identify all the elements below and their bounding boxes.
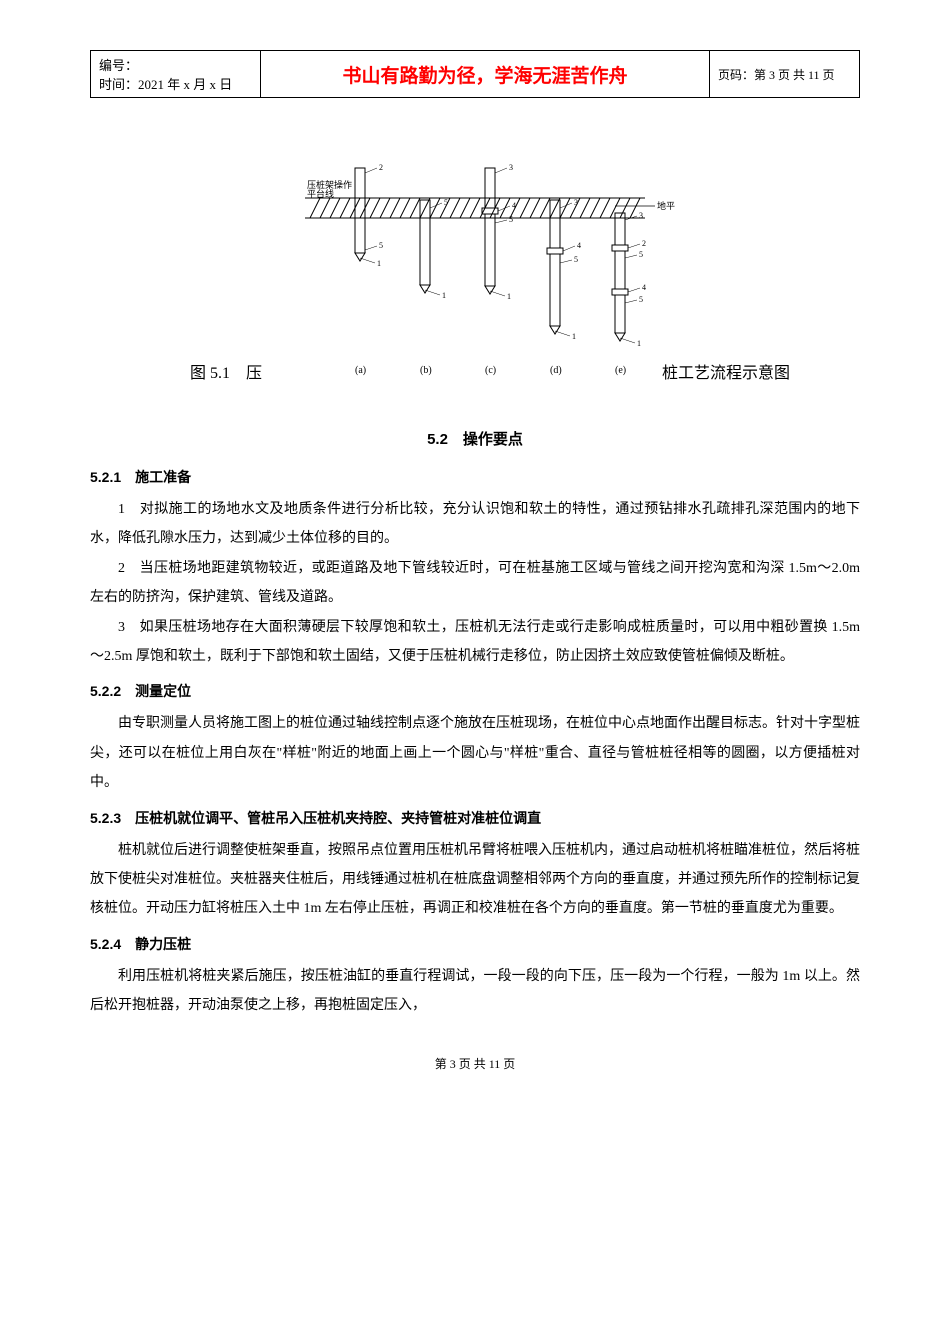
pile-c: 3 4 5 1 [482,163,516,301]
section-5-2-2-title: 5.2.2 测量定位 [90,681,860,701]
para-5-2-1-2: 2 当压桩场地距建筑物较近，或距道路及地下管线较近时，可在桩基施工区域与管线之间… [90,554,860,613]
svg-text:1: 1 [507,292,511,301]
svg-text:1: 1 [442,291,446,300]
para-5-2-4-1: 利用压桩机将桩夹紧后施压，按压桩油缸的垂直行程调试，一段一段的向下压，压一段为一… [90,962,860,1021]
sublabel-a: (a) [355,365,366,376]
platform-label-2: 平台线 [307,188,334,199]
section-5-2-3-title: 5.2.3 压桩机就位调平、管桩吊入压桩机夹持腔、夹持管桩对准桩位调直 [90,808,860,828]
header-left-cell: 编号： 时间：2021 年 x 月 x 日 [91,51,261,98]
svg-text:1: 1 [572,332,576,341]
svg-text:1: 1 [377,259,381,268]
svg-text:4: 4 [642,283,646,292]
svg-text:4: 4 [577,241,581,250]
sublabel-c: (c) [485,365,496,376]
svg-text:2: 2 [379,163,383,172]
svg-text:5: 5 [639,250,643,259]
header-id-label: 编号： [99,55,252,74]
figure-caption-prefix: 图 5.1 压 [190,359,262,383]
svg-text:4: 4 [512,201,516,210]
header-date-label: 时间：2021 年 x 月 x 日 [99,74,252,93]
pile-b: 5 1 [420,198,448,300]
svg-text:1: 1 [637,339,641,348]
pile-e: 3 2 5 4 5 1 [612,211,646,348]
svg-text:5: 5 [574,255,578,264]
page-header: 编号： 时间：2021 年 x 月 x 日 书山有路勤为径，学海无涯苦作舟 页码… [90,50,860,98]
para-5-2-1-3: 3 如果压桩场地存在大面积薄硬层下较厚饱和软土，压桩机无法行走或行走影响成桩质量… [90,613,860,672]
sublabel-b: (b) [420,365,432,376]
svg-text:5: 5 [509,215,513,224]
section-5-2-4-title: 5.2.4 静力压桩 [90,934,860,954]
pile-d: 3 4 5 1 [547,198,581,341]
section-5-2-title: 5.2 操作要点 [90,428,860,449]
para-5-2-3-1: 桩机就位后进行调整使桩架垂直，按照吊点位置用压桩机吊臂将桩喂入压桩机内，通过启动… [90,836,860,924]
sublabel-e: (e) [615,365,626,376]
svg-text:3: 3 [509,163,513,172]
ground-label: 地平线 [657,200,675,211]
svg-text:3: 3 [639,211,643,220]
figure-5-1: 压桩架操作 平台线 地平线 2 5 1 5 1 [90,158,860,413]
header-title: 书山有路勤为径，学海无涯苦作舟 [261,51,710,98]
figure-caption-suffix: 桩工艺流程示意图 [662,359,790,383]
pile-a: 2 5 1 [355,163,383,268]
header-page-number: 页码：第 3 页 共 11 页 [710,51,860,98]
para-5-2-2-1: 由专职测量人员将施工图上的桩位通过轴线控制点逐个施放在压桩现场，在桩位中心点地面… [90,709,860,797]
pile-diagram-svg: 压桩架操作 平台线 地平线 2 5 1 5 1 [275,158,675,388]
svg-text:3: 3 [574,198,578,207]
svg-text:5: 5 [379,241,383,250]
sublabel-d: (d) [550,365,562,376]
svg-text:2: 2 [642,239,646,248]
svg-text:5: 5 [639,295,643,304]
svg-text:5: 5 [444,198,448,207]
section-5-2-1-title: 5.2.1 施工准备 [90,467,860,487]
para-5-2-1-1: 1 对拟施工的场地水文及地质条件进行分析比较，充分认识饱和软土的特性，通过预钻排… [90,495,860,554]
page-footer: 第 3 页 共 11 页 [90,1055,860,1072]
